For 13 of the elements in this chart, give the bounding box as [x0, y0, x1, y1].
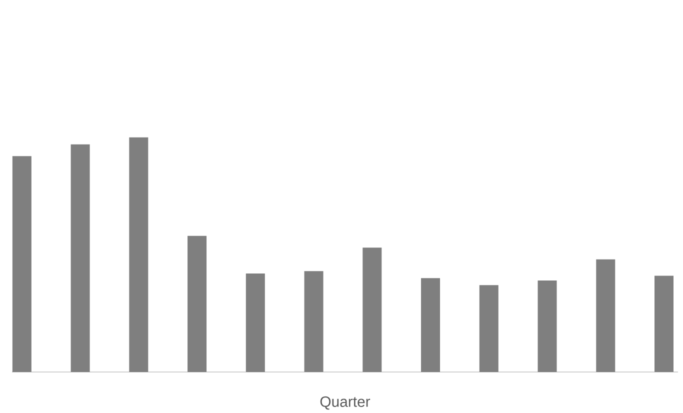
bar [362, 248, 382, 372]
bar [538, 280, 557, 372]
bar [129, 137, 148, 372]
bar [188, 236, 207, 372]
bar [654, 276, 674, 372]
x-axis-title: Quarter [320, 396, 370, 410]
bar [421, 278, 440, 372]
bar [70, 144, 90, 372]
bar [304, 271, 324, 372]
bar [12, 156, 32, 372]
bar [479, 285, 498, 372]
bar [596, 259, 616, 372]
bar [246, 273, 265, 372]
